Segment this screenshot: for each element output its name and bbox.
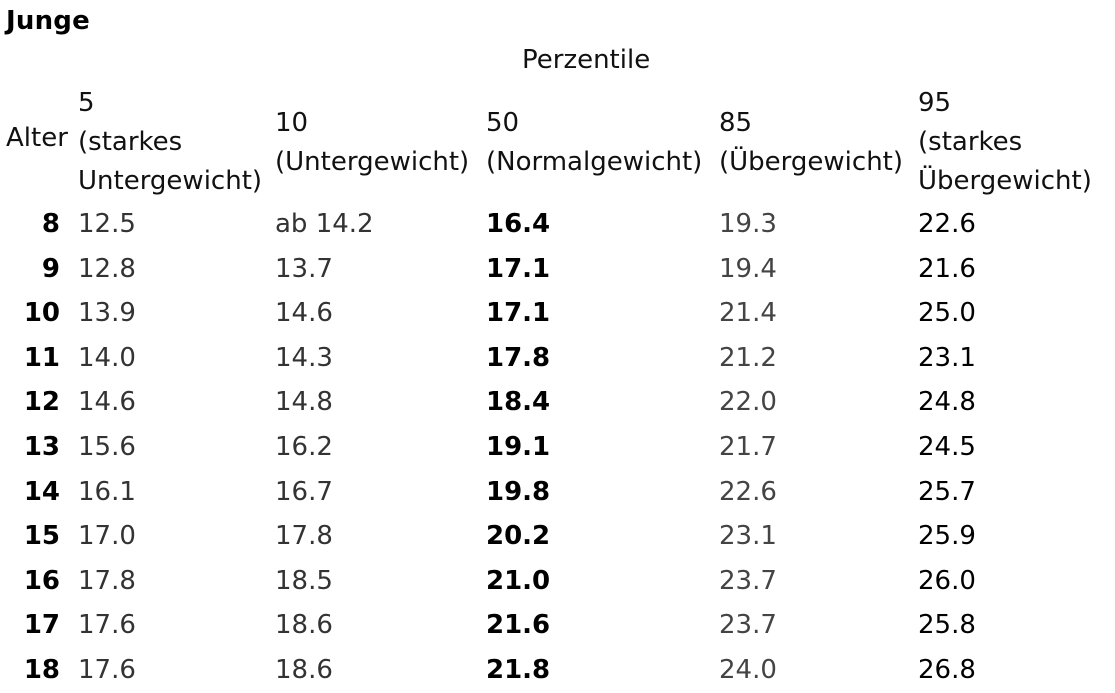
p95-cell: 25.9 [918,521,976,552]
p10-cell: 16.2 [275,431,333,462]
p10-cell: 18.5 [275,565,333,596]
age-cell: 15 [23,521,60,552]
p95-cell: 26.8 [918,654,976,685]
table-row: 15 17.0 17.8 20.2 23.1 25.9 [0,514,1115,559]
age-cell: 14 [23,476,60,507]
p50-cell: 17.1 [486,298,551,329]
p10-cell: 16.7 [275,476,333,507]
p5-cell: 12.5 [78,209,136,239]
p10-cell: ab 14.2 [275,209,374,239]
table-title: Junge [6,6,90,36]
p5-cell: 12.8 [78,253,136,284]
p50-cell: 20.2 [486,521,551,552]
p50-cell: 19.1 [486,431,551,462]
table-row: 16 17.8 18.5 21.0 23.7 26.0 [0,559,1115,604]
p5-cell: 14.0 [78,342,136,373]
percentile-group-header: Perzentile [522,45,651,75]
p85-cell: 19.3 [719,209,777,239]
p50-cell: 17.1 [486,253,551,284]
p95-cell: 24.5 [918,431,976,462]
table-row: 8 12.5 ab 14.2 16.4 19.3 22.6 [0,202,1115,247]
p85-cell: 22.0 [719,387,777,418]
table-row: 10 13.9 14.6 17.1 21.4 25.0 [0,291,1115,336]
p85-cell: 19.4 [719,253,777,284]
p5-cell: 16.1 [78,476,136,507]
table-row: 18 17.6 18.6 21.8 24.0 26.8 [0,648,1115,693]
column-header-p85: 85 (Übergewicht) [719,108,904,177]
p95-cell: 21.6 [918,253,976,284]
p5-cell: 14.6 [78,387,136,418]
p5-cell: 17.0 [78,521,136,552]
p85-cell: 24.0 [719,654,777,685]
age-cell: 9 [41,253,60,284]
p95-cell: 25.8 [918,610,976,641]
p85-cell: 21.7 [719,431,777,462]
p85-cell: 23.7 [719,610,777,641]
p5-cell: 13.9 [78,298,136,329]
p50-cell: 21.8 [486,654,551,685]
age-column-header: Alter [6,123,68,153]
age-cell: 10 [23,298,60,329]
age-cell: 12 [23,387,60,418]
column-header-p5: 5 (starkes Untergewicht) [78,88,263,196]
p95-cell: 23.1 [918,342,976,373]
p85-cell: 23.7 [719,565,777,596]
p10-cell: 18.6 [275,654,333,685]
percentile-table-body: 8 12.5 ab 14.2 16.4 19.3 22.6 9 12.8 13.… [0,202,1115,693]
table-row: 12 14.6 14.8 18.4 22.0 24.8 [0,380,1115,425]
p50-cell: 21.0 [486,565,551,596]
p50-cell: 16.4 [486,209,551,239]
age-cell: 13 [23,431,60,462]
p85-cell: 22.6 [719,476,777,507]
p50-cell: 19.8 [486,476,551,507]
table-row: 11 14.0 14.3 17.8 21.2 23.1 [0,336,1115,381]
age-cell: 17 [23,610,60,641]
p85-cell: 21.4 [719,298,777,329]
p10-cell: 14.6 [275,298,333,329]
table-row: 9 12.8 13.7 17.1 19.4 21.6 [0,247,1115,292]
p5-cell: 17.6 [78,610,136,641]
p95-cell: 26.0 [918,565,976,596]
p5-cell: 15.6 [78,431,136,462]
p10-cell: 13.7 [275,253,333,284]
p50-cell: 17.8 [486,342,551,373]
age-cell: 8 [41,209,60,239]
p10-cell: 14.8 [275,387,333,418]
p95-cell: 22.6 [918,209,976,239]
p95-cell: 24.8 [918,387,976,418]
column-header-p10: 10 (Untergewicht) [275,108,470,177]
p95-cell: 25.0 [918,298,976,329]
age-cell: 11 [23,342,60,373]
column-header-p50: 50 (Normalgewicht) [486,108,703,177]
table-row: 14 16.1 16.7 19.8 22.6 25.7 [0,470,1115,515]
age-cell: 18 [23,654,60,685]
p10-cell: 14.3 [275,342,333,373]
table-row: 17 17.6 18.6 21.6 23.7 25.8 [0,603,1115,648]
p10-cell: 18.6 [275,610,333,641]
p85-cell: 21.2 [719,342,777,373]
column-header-p95: 95 (starkes Übergewicht) [918,88,1092,196]
p10-cell: 17.8 [275,521,333,552]
p85-cell: 23.1 [719,521,777,552]
p5-cell: 17.8 [78,565,136,596]
age-cell: 16 [23,565,60,596]
p50-cell: 21.6 [486,610,551,641]
p50-cell: 18.4 [486,387,551,418]
p95-cell: 25.7 [918,476,976,507]
table-row: 13 15.6 16.2 19.1 21.7 24.5 [0,425,1115,470]
p5-cell: 17.6 [78,654,136,685]
